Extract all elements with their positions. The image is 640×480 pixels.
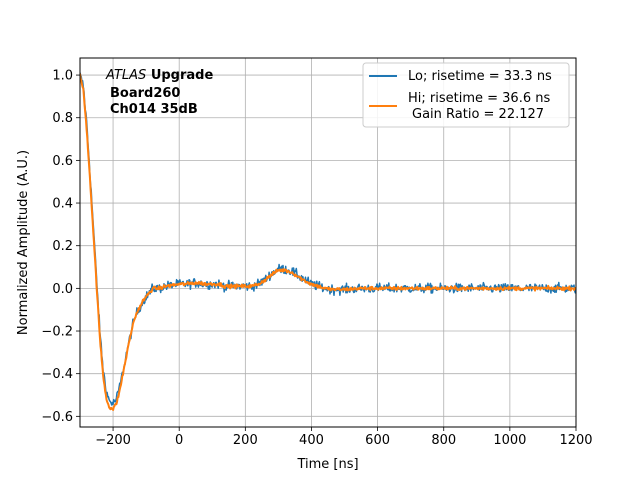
y-tick-label: −0.6 (41, 410, 73, 425)
x-tick-label: 1000 (493, 433, 526, 448)
legend-label-hi: Hi; risetime = 36.6 ns (408, 91, 550, 106)
y-tick-label: 0.4 (52, 197, 73, 212)
y-tick-label: 0.0 (52, 282, 73, 297)
x-tick-label: 0 (175, 433, 183, 448)
series-layer (80, 72, 576, 411)
x-tick-label: 1200 (559, 433, 592, 448)
y-axis-label: Normalized Amplitude (A.U.) (16, 150, 31, 335)
legend-label-gain-ratio: Gain Ratio = 22.127 (412, 107, 544, 122)
x-tick-label: −200 (95, 433, 131, 448)
atlas-label: ATLAS (105, 68, 146, 83)
legend-label-lo: Lo; risetime = 33.3 ns (408, 69, 552, 84)
series-hi-line (80, 73, 576, 411)
x-tick-label: 200 (233, 433, 258, 448)
y-tick-label: 0.8 (52, 111, 73, 126)
channel-label: Ch014 35dB (110, 102, 198, 117)
legend: Lo; risetime = 33.3 ns Hi; risetime = 36… (362, 62, 570, 128)
axis-ticks: −200 0 200 400 600 800 1000 1200 −0.6 −0.4 −0.2 0.0… (41, 69, 592, 448)
legend-frame (362, 62, 570, 128)
plot-frame (79, 57, 577, 428)
board-label: Board260 (110, 86, 180, 101)
x-axis-label: Time [ns] (296, 457, 358, 472)
y-tick-label: 0.6 (52, 154, 73, 169)
x-tick-label: 800 (431, 433, 456, 448)
y-tick-label: −0.4 (41, 367, 73, 382)
svg-text:ATLAS Upgrade: ATLAS Upgrade (105, 68, 213, 83)
atlas-annotation: ATLAS Upgrade Board260 Ch014 35dB (105, 68, 213, 117)
x-tick-label: 600 (365, 433, 390, 448)
x-tick-label: 400 (299, 433, 324, 448)
upgrade-label: Upgrade (151, 68, 214, 83)
y-tick-label: 0.2 (52, 239, 73, 254)
y-tick-label: 1.0 (52, 69, 73, 84)
y-tick-label: −0.2 (41, 325, 73, 340)
